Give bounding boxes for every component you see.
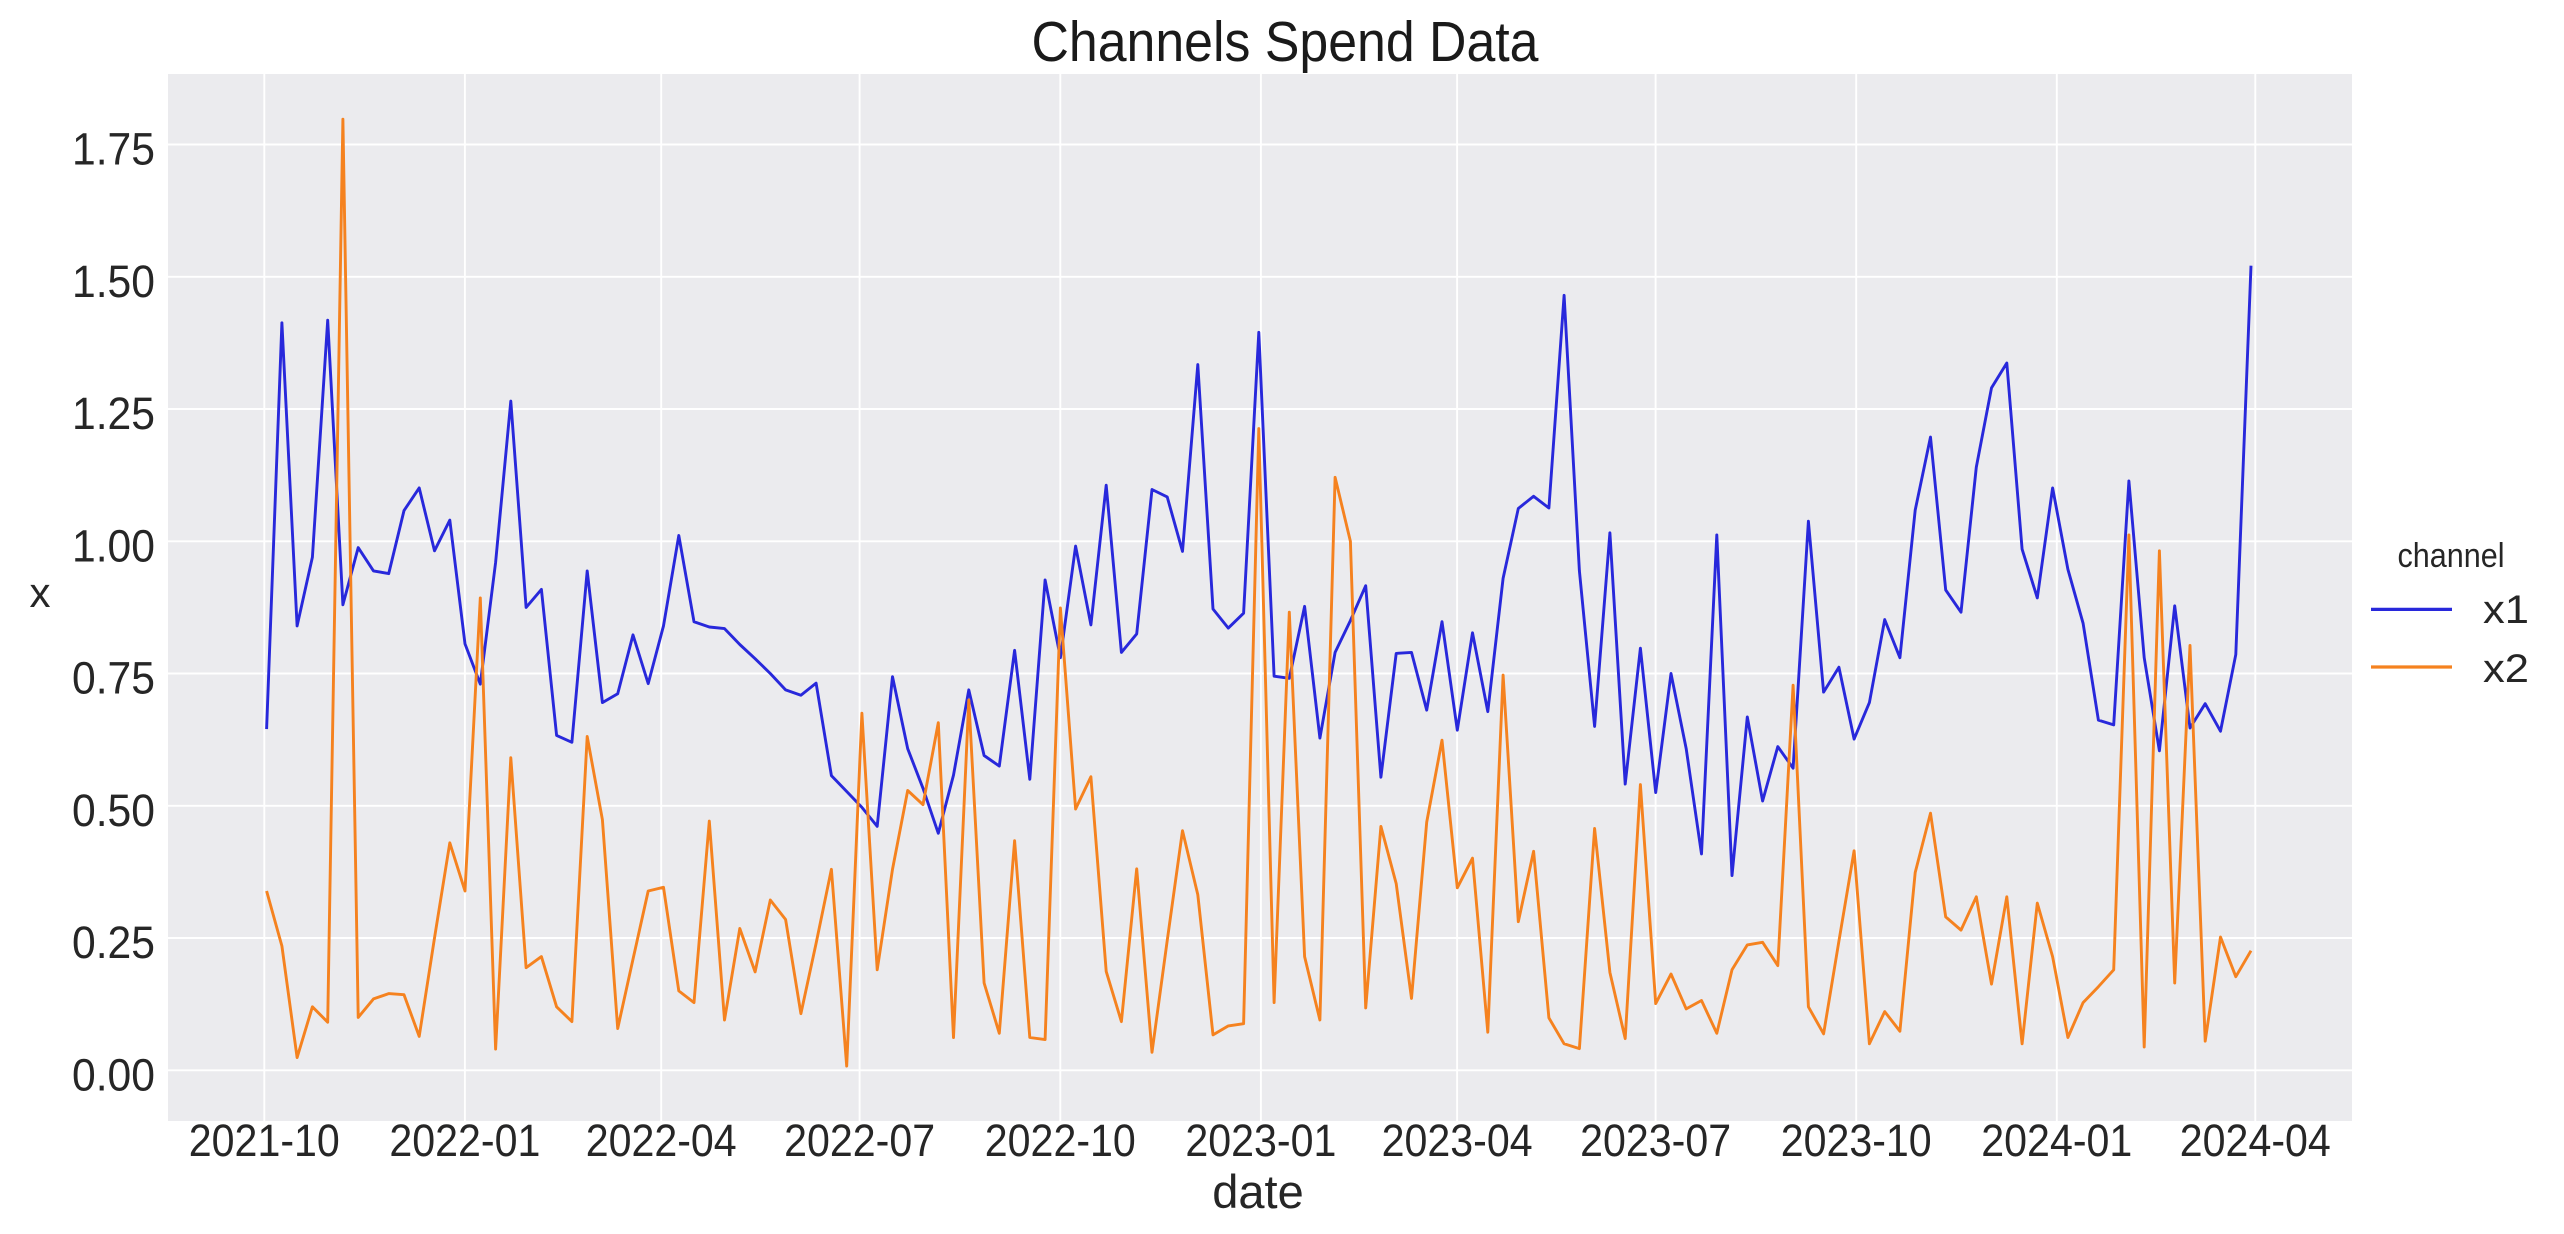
svg-text:1.50: 1.50 bbox=[72, 256, 155, 307]
svg-text:0.75: 0.75 bbox=[72, 653, 155, 704]
svg-text:x2: x2 bbox=[2483, 647, 2529, 691]
svg-text:2023-07: 2023-07 bbox=[1580, 1115, 1731, 1166]
svg-text:0.00: 0.00 bbox=[72, 1049, 155, 1100]
svg-text:1.25: 1.25 bbox=[72, 388, 155, 439]
svg-text:date: date bbox=[1212, 1165, 1303, 1218]
svg-text:1.00: 1.00 bbox=[72, 520, 155, 571]
svg-text:2024-04: 2024-04 bbox=[2180, 1115, 2331, 1166]
svg-text:Channels Spend Data: Channels Spend Data bbox=[1032, 10, 1539, 74]
svg-text:2024-01: 2024-01 bbox=[1981, 1115, 2132, 1166]
svg-text:2023-10: 2023-10 bbox=[1781, 1115, 1932, 1166]
svg-text:2023-04: 2023-04 bbox=[1382, 1115, 1533, 1166]
svg-text:x: x bbox=[30, 569, 51, 616]
svg-text:x1: x1 bbox=[2483, 588, 2529, 632]
svg-text:2022-04: 2022-04 bbox=[586, 1115, 737, 1166]
svg-text:0.50: 0.50 bbox=[72, 785, 155, 836]
svg-text:1.75: 1.75 bbox=[72, 124, 155, 175]
svg-text:2021-10: 2021-10 bbox=[189, 1115, 340, 1166]
svg-text:0.25: 0.25 bbox=[72, 917, 155, 968]
svg-text:channel: channel bbox=[2398, 537, 2505, 575]
svg-text:2022-10: 2022-10 bbox=[985, 1115, 1136, 1166]
svg-text:2022-01: 2022-01 bbox=[389, 1115, 540, 1166]
svg-text:2023-01: 2023-01 bbox=[1185, 1115, 1336, 1166]
svg-text:2022-07: 2022-07 bbox=[784, 1115, 935, 1166]
